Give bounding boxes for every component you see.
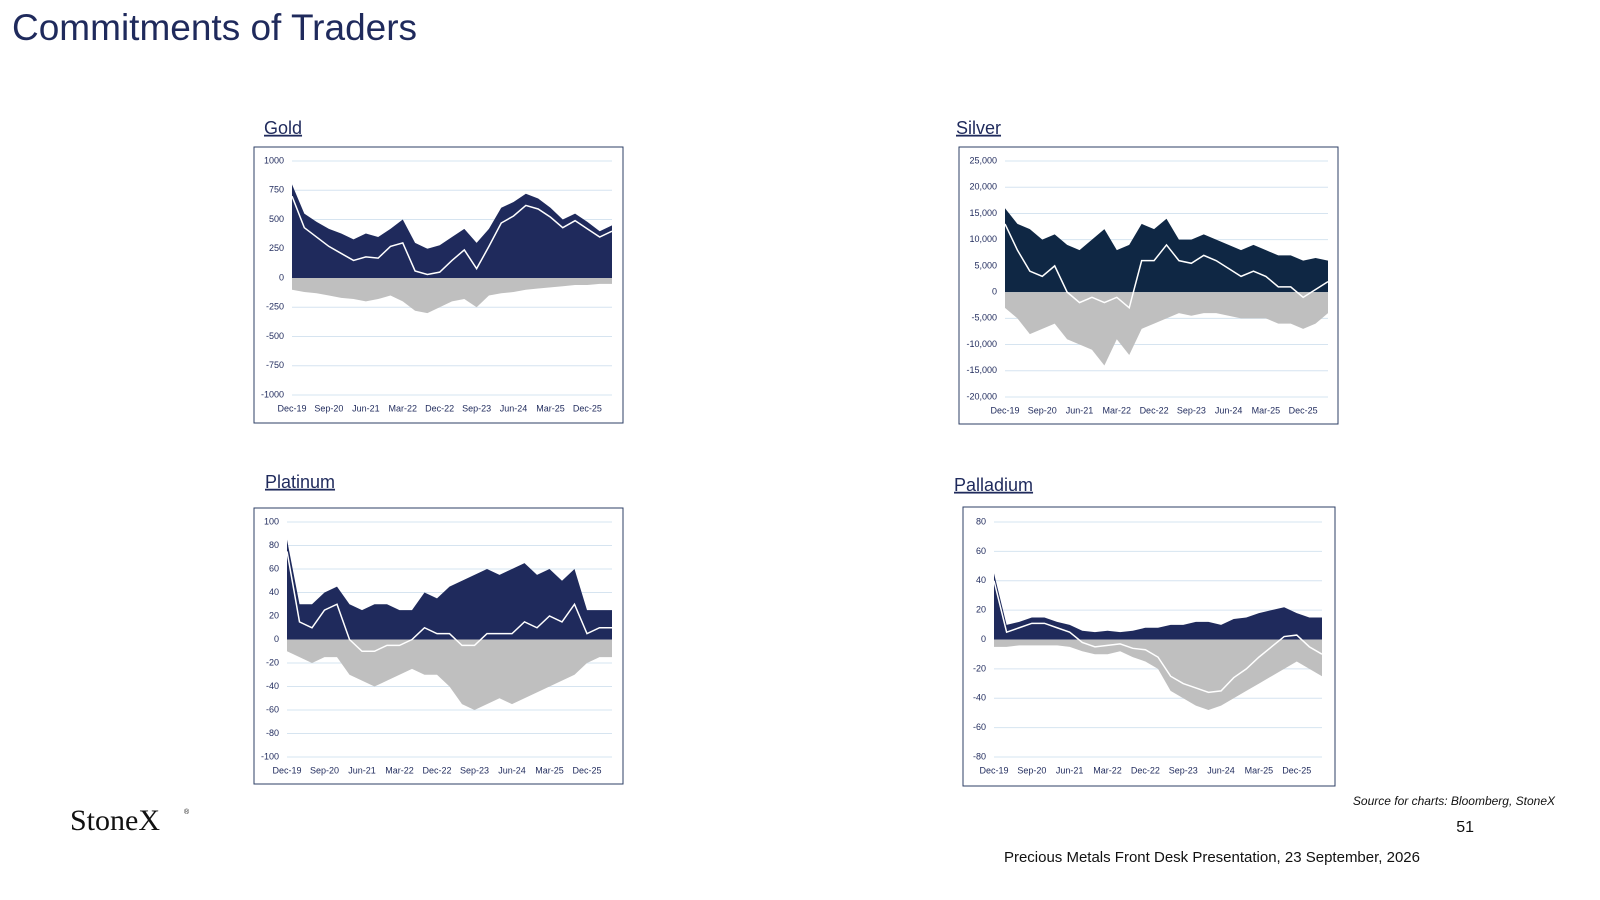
x-tick-label: Sep-23	[460, 765, 489, 775]
y-tick-label: -1000	[261, 389, 284, 399]
y-tick-label: 80	[269, 540, 279, 550]
area	[1005, 292, 1328, 366]
area	[994, 573, 1322, 640]
line	[291, 195, 613, 276]
y-tick-label: 10,000	[969, 234, 997, 244]
slide-title: Commitments of Traders	[12, 7, 417, 48]
y-tick-label: -20,000	[966, 391, 997, 401]
y-tick-label: 20	[976, 605, 986, 615]
logo-mark: ®	[184, 808, 190, 816]
line	[1004, 223, 1329, 310]
x-tick-label: Dec-19	[277, 403, 306, 413]
y-tick-label: 5,000	[974, 260, 997, 270]
y-tick-label: 40	[269, 587, 279, 597]
footer: Precious Metals Front Desk Presentation,…	[1004, 849, 1420, 866]
x-tick-label: Sep-20	[314, 403, 343, 413]
y-tick-label: 500	[269, 214, 284, 224]
x-tick-label: Mar-25	[1252, 405, 1281, 415]
y-tick-label: 80	[976, 516, 986, 526]
line	[286, 551, 612, 652]
x-tick-label: Sep-20	[310, 765, 339, 775]
y-tick-label: 15,000	[969, 208, 997, 218]
chart-title: Silver	[956, 118, 1001, 138]
y-tick-label: -15,000	[966, 365, 997, 375]
y-tick-label: -500	[266, 331, 284, 341]
x-tick-label: Dec-25	[573, 403, 602, 413]
y-tick-label: -10,000	[966, 339, 997, 349]
x-tick-label: Jun-21	[352, 403, 380, 413]
y-tick-label: 20,000	[969, 182, 997, 192]
x-tick-label: Dec-22	[1140, 405, 1169, 415]
x-tick-label: Mar-25	[536, 403, 565, 413]
y-tick-label: -20	[973, 663, 986, 673]
area	[287, 539, 612, 640]
x-tick-label: Dec-22	[422, 765, 451, 775]
y-tick-label: 1000	[264, 155, 284, 165]
x-tick-label: Jun-24	[498, 765, 526, 775]
y-tick-label: -80	[973, 751, 986, 761]
x-tick-label: Sep-23	[1177, 405, 1206, 415]
y-tick-label: -40	[973, 693, 986, 703]
x-tick-label: Dec-25	[572, 765, 601, 775]
y-tick-label: 250	[269, 243, 284, 253]
x-tick-label: Jun-24	[1215, 405, 1243, 415]
y-tick-label: 750	[269, 185, 284, 195]
x-tick-label: Mar-22	[385, 765, 414, 775]
y-tick-label: 60	[269, 563, 279, 573]
area	[292, 278, 612, 314]
y-tick-label: -80	[266, 728, 279, 738]
x-tick-label: Jun-21	[348, 765, 376, 775]
x-tick-label: Mar-25	[1245, 765, 1274, 775]
y-tick-label: 0	[992, 286, 997, 296]
y-tick-label: 0	[279, 272, 284, 282]
logo: StoneX	[70, 804, 160, 837]
y-tick-label: -40	[266, 681, 279, 691]
x-tick-label: Mar-22	[1093, 765, 1122, 775]
x-tick-label: Sep-23	[462, 403, 491, 413]
x-tick-label: Dec-22	[425, 403, 454, 413]
y-tick-label: -20	[266, 657, 279, 667]
y-tick-label: -60	[973, 722, 986, 732]
y-tick-label: -5,000	[971, 313, 997, 323]
y-tick-label: 0	[981, 634, 986, 644]
x-tick-label: Sep-20	[1017, 765, 1046, 775]
area	[1005, 208, 1328, 293]
y-tick-label: 40	[976, 575, 986, 585]
x-tick-label: Mar-22	[389, 403, 418, 413]
x-tick-label: Dec-19	[272, 765, 301, 775]
x-tick-label: Dec-22	[1131, 765, 1160, 775]
x-tick-label: Dec-25	[1289, 405, 1318, 415]
x-tick-label: Jun-24	[1207, 765, 1235, 775]
y-tick-label: 25,000	[969, 155, 997, 165]
x-tick-label: Dec-19	[990, 405, 1019, 415]
chart-title: Platinum	[265, 472, 335, 492]
x-tick-label: Dec-25	[1282, 765, 1311, 775]
area	[287, 639, 612, 710]
area	[994, 639, 1322, 710]
y-tick-label: -100	[261, 751, 279, 761]
x-tick-label: Mar-25	[535, 765, 564, 775]
x-tick-label: Sep-23	[1169, 765, 1198, 775]
x-tick-label: Jun-21	[1056, 765, 1084, 775]
x-tick-label: Jun-21	[1066, 405, 1094, 415]
line	[993, 580, 1323, 694]
y-tick-label: 20	[269, 610, 279, 620]
source-note: Source for charts: Bloomberg, StoneX	[1353, 794, 1556, 808]
y-tick-label: 60	[976, 546, 986, 556]
page-number: 51	[1456, 819, 1474, 836]
y-tick-label: -60	[266, 704, 279, 714]
chart-title: Gold	[264, 118, 302, 138]
y-tick-label: 0	[274, 634, 279, 644]
chart-title: Palladium	[954, 475, 1033, 495]
x-tick-label: Sep-20	[1028, 405, 1057, 415]
x-tick-label: Mar-22	[1103, 405, 1132, 415]
x-tick-label: Jun-24	[500, 403, 528, 413]
x-tick-label: Dec-19	[979, 765, 1008, 775]
y-tick-label: 100	[264, 516, 279, 526]
y-tick-label: -250	[266, 302, 284, 312]
y-tick-label: -750	[266, 360, 284, 370]
